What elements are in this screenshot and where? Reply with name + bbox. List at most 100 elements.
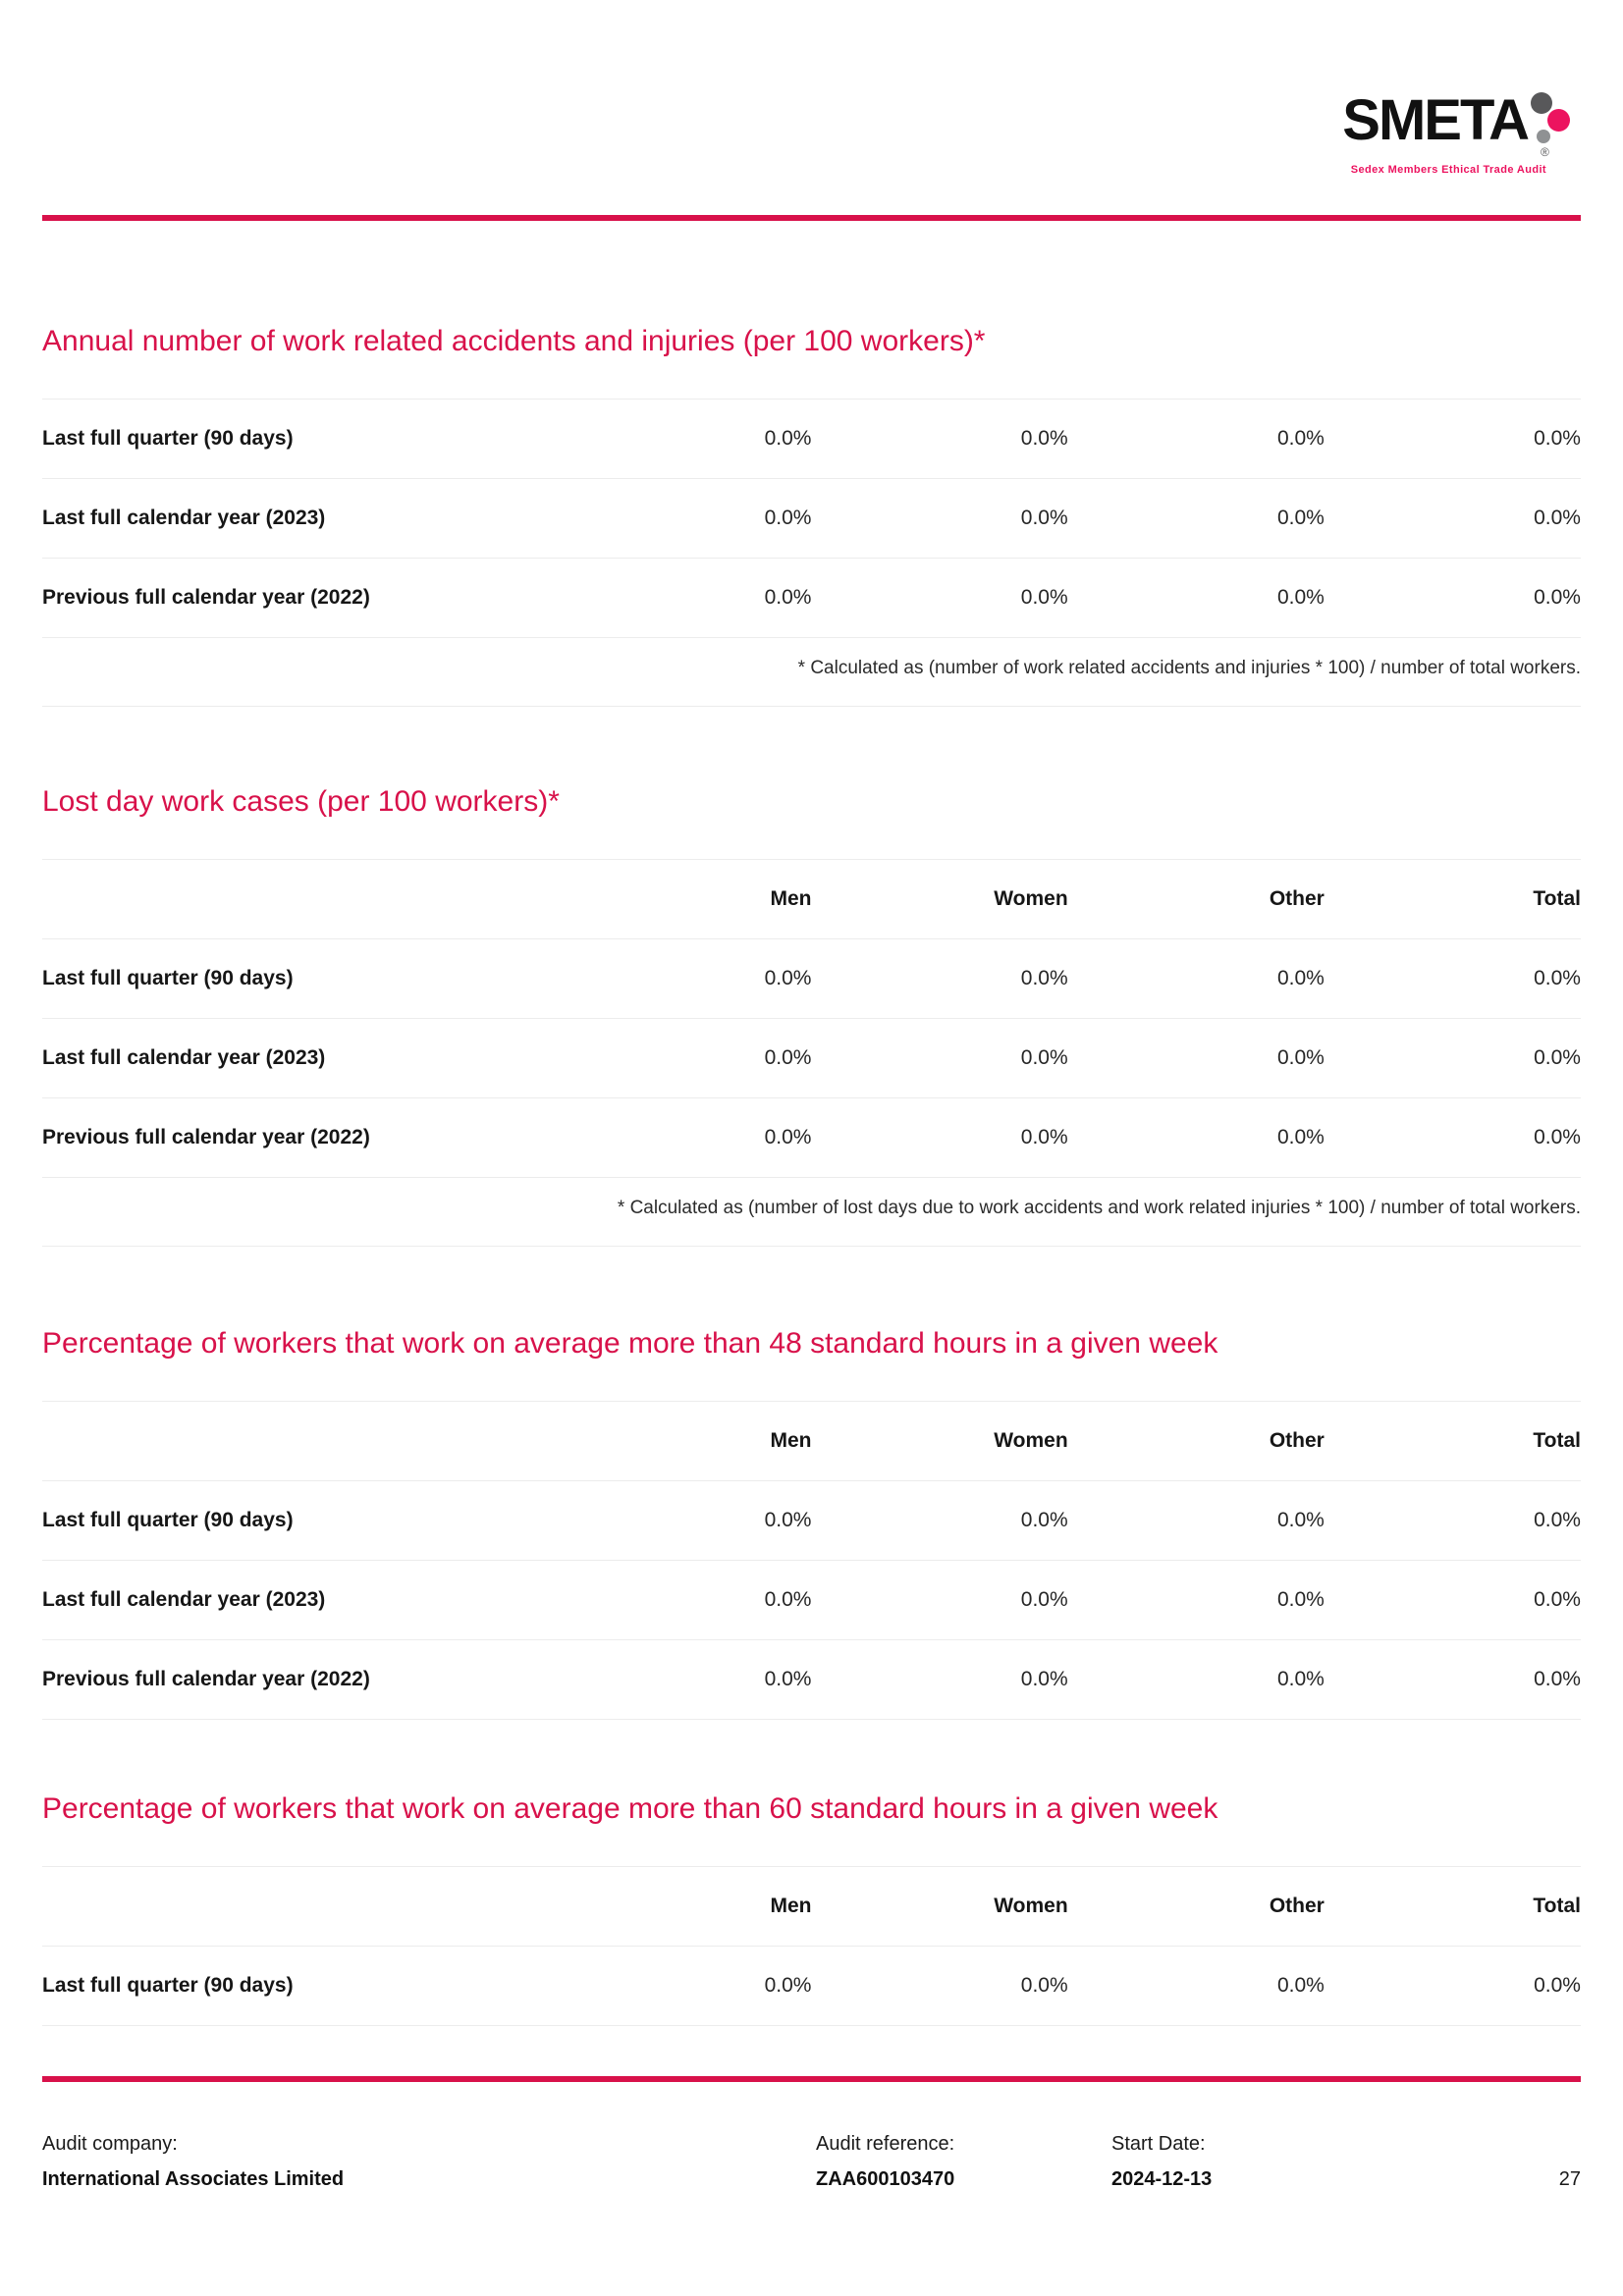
value-cell: 0.0% [1020,1668,1068,1690]
table-header-row: Men Women Other Total [42,1402,1581,1481]
value-cell: 0.0% [1534,1974,1581,1997]
table-footnote: * Calculated as (number of lost days due… [617,1198,1581,1218]
section-title-lost-days: Lost day work cases (per 100 workers)* [42,785,560,818]
column-header-other: Other [1269,1429,1325,1452]
page-number: 27 [1558,2168,1581,2190]
footer-divider [42,2076,1581,2082]
value-cell: 0.0% [1020,427,1068,450]
value-cell: 0.0% [1020,967,1068,989]
value-cell: 0.0% [764,427,812,450]
start-date-block: Start Date: 2024-12-13 [1111,2133,1502,2191]
value-cell: 0.0% [764,1668,812,1690]
start-date-value: 2024-12-13 [1111,2168,1213,2190]
value-cell: 0.0% [1534,427,1581,450]
table-row: Last full quarter (90 days) 0.0% 0.0% 0.… [42,400,1581,479]
audit-reference-value: ZAA600103470 [816,2168,955,2190]
audit-company-label: Audit company: [42,2133,178,2155]
logo-dot-pink-icon [1547,109,1570,132]
table-row: Last full calendar year (2023) 0.0% 0.0%… [42,1561,1581,1640]
value-cell: 0.0% [1020,586,1068,609]
logo-dot-gray-icon [1537,130,1550,143]
value-cell: 0.0% [764,1046,812,1069]
value-cell: 0.0% [1020,1509,1068,1531]
column-header-total: Total [1533,887,1581,910]
audit-company-value: International Associates Limited [42,2168,345,2190]
smeta-wordmark: SMETA [1342,88,1530,152]
value-cell: 0.0% [1276,1974,1325,1997]
table-footnote-row: * Calculated as (number of work related … [42,638,1581,707]
column-header-total: Total [1533,1429,1581,1452]
row-label: Last full quarter (90 days) [42,1509,294,1531]
column-header-other: Other [1269,887,1325,910]
value-cell: 0.0% [1276,967,1325,989]
value-cell: 0.0% [1276,1509,1325,1531]
value-cell: 0.0% [1534,1509,1581,1531]
value-cell: 0.0% [1020,1046,1068,1069]
column-header-women: Women [994,887,1068,910]
value-cell: 0.0% [1276,1046,1325,1069]
value-cell: 0.0% [764,1509,812,1531]
page-number-block: 27 [1502,2133,1581,2191]
row-label: Last full quarter (90 days) [42,427,294,450]
value-cell: 0.0% [1020,507,1068,529]
footer-info: Audit company: International Associates … [42,2082,1581,2191]
column-header-men: Men [770,1895,812,1917]
row-label: Last full calendar year (2023) [42,1046,326,1069]
column-header-women: Women [994,1429,1068,1452]
table-row: Previous full calendar year (2022) 0.0% … [42,1640,1581,1720]
value-cell: 0.0% [1276,1126,1325,1148]
value-cell: 0.0% [1534,1668,1581,1690]
value-cell: 0.0% [1534,1046,1581,1069]
column-header-women: Women [994,1895,1068,1917]
table-row: Last full quarter (90 days) 0.0% 0.0% 0.… [42,1481,1581,1561]
column-header-men: Men [770,887,812,910]
table-row: Last full quarter (90 days) 0.0% 0.0% 0.… [42,1947,1581,2026]
value-cell: 0.0% [764,586,812,609]
row-label: Previous full calendar year (2022) [42,1668,370,1690]
column-header-other: Other [1269,1895,1325,1917]
lost-days-table: Men Women Other Total Last full quarter … [42,859,1581,1247]
value-cell: 0.0% [764,1974,812,1997]
audit-reference-label: Audit reference: [816,2133,955,2155]
audit-company-block: Audit company: International Associates … [42,2133,816,2191]
registered-trademark-symbol: ® [1541,145,1549,159]
value-cell: 0.0% [1534,1126,1581,1148]
value-cell: 0.0% [1534,1588,1581,1611]
header-divider [42,215,1581,221]
value-cell: 0.0% [764,1588,812,1611]
value-cell: 0.0% [1534,967,1581,989]
logo-tagline: Sedex Members Ethical Trade Audit [1350,164,1546,176]
logo-dot-dark-icon [1531,92,1552,114]
page-footer: Audit company: International Associates … [42,2076,1581,2191]
value-cell: 0.0% [1534,586,1581,609]
column-header-total: Total [1533,1895,1581,1917]
value-cell: 0.0% [1020,1974,1068,1997]
smeta-logo-row: SMETA ® [1342,92,1578,161]
table-row: Previous full calendar year (2022) 0.0% … [42,1098,1581,1178]
table-row: Previous full calendar year (2022) 0.0% … [42,559,1581,638]
row-label: Last full quarter (90 days) [42,967,294,989]
value-cell: 0.0% [1020,1588,1068,1611]
hours-60-table: Men Women Other Total Last full quarter … [42,1866,1581,2026]
audit-reference-block: Audit reference: ZAA600103470 [816,2133,1111,2191]
value-cell: 0.0% [1276,586,1325,609]
table-header-row: Men Women Other Total [42,1867,1581,1947]
table-row: Last full quarter (90 days) 0.0% 0.0% 0.… [42,939,1581,1019]
table-row: Last full calendar year (2023) 0.0% 0.0%… [42,479,1581,559]
smeta-logo: SMETA ® Sedex Members Ethical Trade Audi… [1342,92,1578,176]
value-cell: 0.0% [1276,1588,1325,1611]
value-cell: 0.0% [1276,507,1325,529]
start-date-label: Start Date: [1111,2133,1206,2155]
section-title-60-hours: Percentage of workers that work on avera… [42,1792,1218,1825]
row-label: Previous full calendar year (2022) [42,586,370,609]
value-cell: 0.0% [1276,1668,1325,1690]
value-cell: 0.0% [1534,507,1581,529]
section-title-48-hours: Percentage of workers that work on avera… [42,1327,1218,1360]
value-cell: 0.0% [1276,427,1325,450]
row-label: Last full calendar year (2023) [42,1588,326,1611]
value-cell: 0.0% [764,507,812,529]
hours-48-table: Men Women Other Total Last full quarter … [42,1401,1581,1720]
row-label: Last full quarter (90 days) [42,1974,294,1997]
accidents-table: Last full quarter (90 days) 0.0% 0.0% 0.… [42,399,1581,707]
